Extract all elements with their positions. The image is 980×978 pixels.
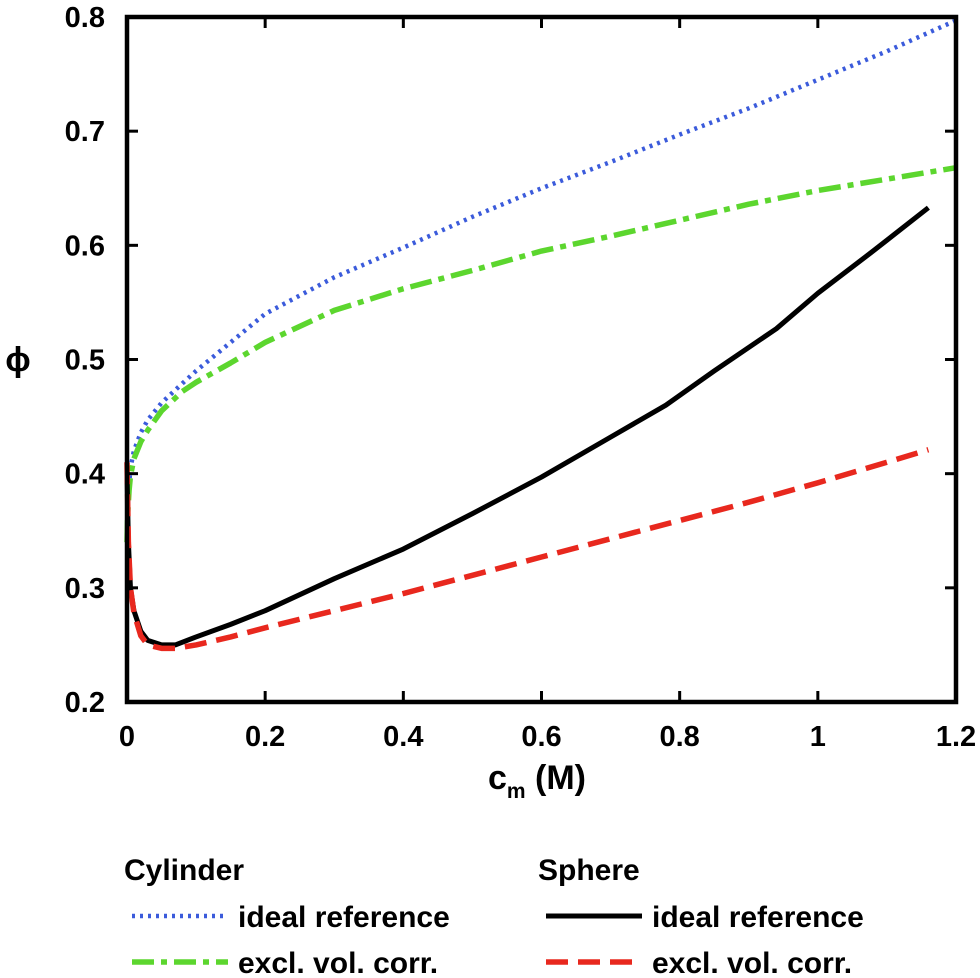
y-axis-label: ϕ <box>5 341 30 379</box>
y-tick-label: 0.4 <box>65 459 105 491</box>
plot-frame <box>124 14 959 705</box>
x-tick-label: 0 <box>119 721 135 753</box>
y-tick-label: 0.6 <box>65 230 105 262</box>
series-line-sphere-excl-vol-corr <box>124 447 930 652</box>
x-axis-label-subscript: m <box>507 780 526 803</box>
series-layer <box>124 18 957 652</box>
y-tick-label: 0.3 <box>65 573 105 605</box>
x-tick-label: 1.2 <box>936 721 976 753</box>
y-tick-label: 0.5 <box>65 345 105 377</box>
y-tick-label: 0.7 <box>65 116 105 148</box>
x-axis-label-unit: (M) <box>526 759 586 797</box>
y-tick-label: 0.8 <box>65 2 105 34</box>
legend-label-sphere-ideal: ideal reference <box>652 901 864 934</box>
legend-label-cylinder-excl: excl. vol. corr. <box>238 947 438 978</box>
legend-label-sphere-excl: excl. vol. corr. <box>652 947 852 978</box>
x-axis-label-main: c <box>488 759 507 797</box>
x-tick-label: 1 <box>810 721 826 753</box>
legend: Cylinder Sphere ideal reference excl. vo… <box>124 854 864 978</box>
y-tick-label: 0.2 <box>65 687 105 719</box>
x-tick-label: 0.2 <box>245 721 285 753</box>
legend-title-sphere: Sphere <box>538 854 640 887</box>
legend-label-cylinder-ideal: ideal reference <box>238 901 450 934</box>
ticks-layer: 0 0.2 0.4 0.6 0.8 1 1.2 0.2 0.3 0.4 0.5 0.6 0.7 0.8 <box>65 2 976 753</box>
legend-title-cylinder: Cylinder <box>124 854 244 887</box>
x-axis-label: cm (M) <box>488 759 586 803</box>
x-tick-label: 0.4 <box>383 721 423 753</box>
series-line-cylinder-excl-vol-corr <box>124 164 957 543</box>
x-tick-label: 0.6 <box>521 721 561 753</box>
x-tick-label: 0.8 <box>660 721 700 753</box>
series-line-sphere-ideal-reference <box>124 205 930 648</box>
